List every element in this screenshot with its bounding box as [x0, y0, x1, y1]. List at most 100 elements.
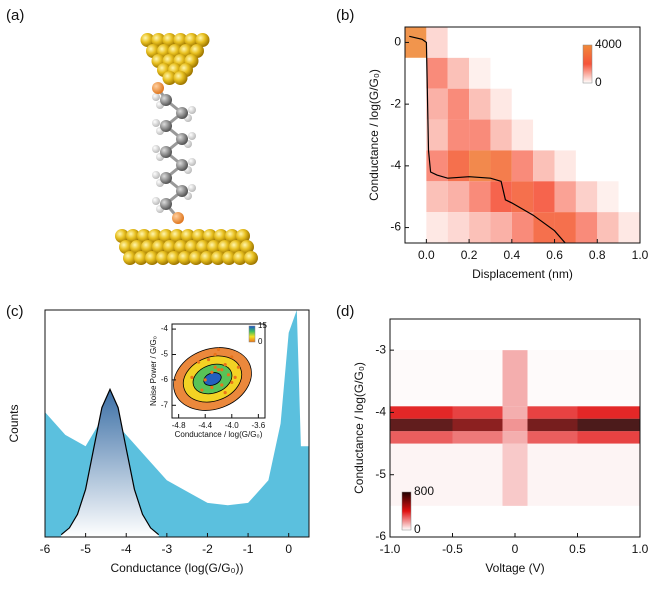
heat-cell [469, 150, 491, 182]
heat-cell [511, 150, 534, 182]
heat-cell [452, 418, 503, 432]
decoration [178, 251, 192, 265]
heat-cell [618, 181, 640, 213]
heat-cell [502, 443, 515, 506]
decoration [236, 229, 250, 243]
x-tick-label: -4.8 [172, 421, 186, 430]
decoration [184, 33, 199, 47]
heat-cell [490, 212, 512, 243]
heat-cell [597, 212, 619, 243]
heat-cell [618, 150, 640, 182]
x-axis-label: Conductance / log(G/G₀) [175, 430, 263, 439]
heat-cell [533, 212, 555, 243]
decoration [214, 229, 228, 243]
scatter-point [223, 390, 227, 395]
x-tick-label: -6 [40, 542, 51, 556]
decoration [115, 229, 129, 243]
heat-cell [527, 418, 578, 432]
heat-cell [426, 212, 448, 243]
heat-cell [490, 57, 512, 89]
decoration [160, 120, 172, 132]
plot-frame [44, 309, 310, 538]
decoration [152, 171, 160, 179]
plot-frame [404, 26, 641, 244]
decoration [126, 229, 140, 243]
heat-cell [515, 431, 528, 444]
decoration [185, 240, 199, 254]
heat-cell [452, 350, 503, 407]
heat-cell [577, 431, 640, 444]
panel-label: (c) [6, 303, 24, 320]
scatter-point [220, 383, 224, 387]
x-tick-label: -4.0 [225, 421, 239, 430]
decoration [195, 33, 210, 47]
y-axis-label: Noise Power / G/G₀ [149, 336, 158, 406]
heat-cell [527, 431, 578, 444]
decoration [141, 240, 155, 254]
fit-area [61, 389, 159, 537]
heat-cell [533, 57, 555, 89]
scatter-point [206, 357, 211, 362]
heat-cell [426, 119, 448, 151]
decoration [176, 159, 188, 171]
y-tick-label: -6 [161, 375, 169, 384]
x-tick-label: 0.6 [546, 248, 563, 262]
x-axis-label: Voltage (V) [485, 561, 544, 575]
decoration [152, 119, 160, 127]
decoration [181, 229, 195, 243]
decoration [233, 251, 247, 265]
heat-cell [447, 181, 470, 213]
colorbar-tick-label: 0 [258, 337, 263, 346]
decoration [173, 71, 188, 85]
x-tick-label: -3 [162, 542, 173, 556]
colorbar-tick-label: 0 [414, 522, 421, 536]
heat-cell [515, 350, 528, 407]
decoration [152, 93, 160, 101]
heat-cell [597, 181, 619, 213]
heat-cell [502, 350, 515, 407]
heat-cell [515, 418, 528, 432]
decoration [130, 240, 144, 254]
decoration [188, 132, 196, 140]
decoration [160, 94, 172, 106]
scatter-point [236, 365, 241, 369]
decoration [170, 229, 184, 243]
y-tick-label: -4 [390, 158, 401, 172]
heat-cell [554, 181, 576, 213]
y-tick-label: -6 [390, 220, 401, 234]
x-tick-label: 0 [285, 542, 292, 556]
heat-cell [554, 27, 576, 58]
heat-cell [469, 212, 491, 243]
heat-cell [575, 181, 598, 213]
heat-cell [502, 406, 515, 419]
scatter-point [223, 363, 227, 367]
x-tick-label: 0.4 [503, 248, 520, 262]
heat-cell [390, 418, 453, 432]
decoration [160, 172, 172, 184]
heat-cell [447, 150, 470, 182]
decoration [176, 107, 188, 119]
x-tick-label: -4.4 [198, 421, 212, 430]
heat-cell [511, 119, 534, 151]
x-tick-label: -5 [80, 542, 91, 556]
heat-cell [502, 418, 515, 432]
y-axis-label: Conductance / log(G/G₀) [352, 362, 366, 494]
heat-cell [447, 119, 470, 151]
scatter-point [230, 380, 234, 385]
decoration [152, 240, 166, 254]
heat-cell [533, 88, 555, 120]
scatter-point [230, 355, 234, 359]
panel-label: (b) [336, 7, 354, 24]
x-tick-label: -3.6 [251, 421, 265, 430]
heat-cell [390, 406, 453, 419]
heat-cell [447, 27, 470, 58]
heat-cell [490, 27, 512, 58]
heat-cell [405, 27, 427, 58]
y-tick-label: -6 [375, 529, 386, 543]
heat-cell [426, 181, 448, 213]
heat-cell [554, 150, 576, 182]
decoration [162, 71, 177, 85]
y-tick-label: -4 [375, 405, 386, 419]
x-axis-label: Conductance (log(G/G₀)) [110, 561, 243, 575]
